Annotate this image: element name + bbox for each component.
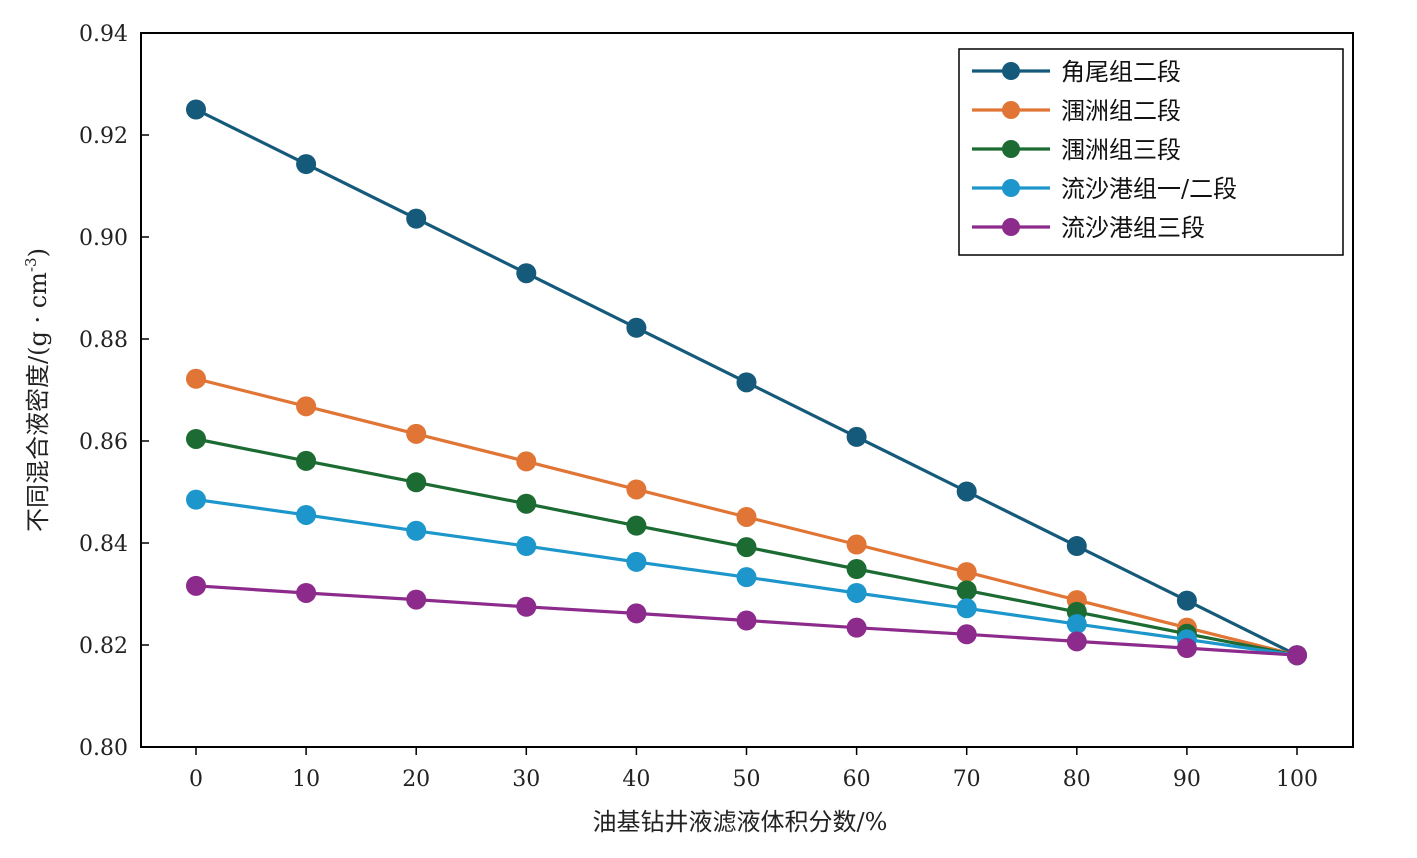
y-tick-label: 0.94 bbox=[79, 22, 128, 47]
y-tick-label: 0.92 bbox=[79, 124, 128, 149]
y-axis-title: 不同混合液密度/(g · cm-3) bbox=[22, 248, 52, 532]
y-tick-label: 0.86 bbox=[79, 430, 128, 455]
legend-marker bbox=[1002, 140, 1020, 158]
data-point bbox=[296, 396, 317, 417]
data-point bbox=[1066, 536, 1087, 557]
legend-label: 角尾组二段 bbox=[1061, 58, 1181, 86]
data-point bbox=[516, 536, 537, 557]
x-tick-label: 80 bbox=[1063, 767, 1091, 792]
data-point bbox=[406, 520, 427, 541]
y-tick-label: 0.82 bbox=[79, 634, 128, 659]
x-axis-title: 油基钻井液滤液体积分数/% bbox=[593, 808, 888, 836]
y-axis-title-main: 不同混合液密度/(g · cm bbox=[24, 272, 52, 532]
legend-marker bbox=[1002, 218, 1020, 236]
legend-label: 流沙港组一/二段 bbox=[1061, 175, 1237, 203]
x-tick-label: 0 bbox=[189, 767, 203, 792]
data-point bbox=[626, 551, 647, 572]
data-point bbox=[186, 368, 206, 389]
y-tick-label: 0.90 bbox=[79, 226, 128, 251]
x-axis: 0 10 20 30 40 50 60 70 80 90 100 bbox=[189, 747, 1318, 792]
data-point bbox=[736, 506, 757, 527]
data-point bbox=[736, 610, 757, 631]
data-point bbox=[516, 493, 537, 514]
data-point bbox=[296, 450, 317, 471]
data-point bbox=[516, 596, 537, 617]
x-tick-label: 10 bbox=[292, 767, 320, 792]
data-point bbox=[956, 562, 977, 583]
data-point bbox=[1066, 614, 1087, 635]
x-tick-label: 20 bbox=[402, 767, 430, 792]
x-tick-label: 30 bbox=[512, 767, 540, 792]
data-point bbox=[846, 534, 867, 555]
data-point bbox=[956, 481, 977, 502]
legend-frame bbox=[958, 48, 1344, 256]
data-point bbox=[626, 479, 647, 500]
data-point bbox=[736, 567, 757, 588]
legend-label: 涠洲组三段 bbox=[1061, 136, 1181, 164]
data-point bbox=[186, 428, 206, 449]
legend-label: 流沙港组三段 bbox=[1061, 214, 1205, 242]
legend-label: 涠洲组二段 bbox=[1061, 97, 1181, 125]
x-tick-label: 50 bbox=[733, 767, 761, 792]
data-point bbox=[186, 489, 206, 510]
legend-marker bbox=[1002, 179, 1020, 197]
legend-marker bbox=[1002, 62, 1020, 80]
data-point bbox=[956, 598, 977, 619]
data-point bbox=[186, 99, 206, 120]
y-tick-label: 0.84 bbox=[79, 532, 128, 557]
data-point bbox=[846, 426, 867, 447]
data-point bbox=[406, 589, 427, 610]
data-point bbox=[1287, 645, 1307, 666]
legend-marker bbox=[1002, 101, 1020, 119]
y-axis-title-end: ) bbox=[24, 248, 52, 257]
x-tick-label: 70 bbox=[953, 767, 981, 792]
data-point bbox=[736, 537, 757, 558]
y-tick-label: 0.88 bbox=[79, 328, 128, 353]
data-point bbox=[956, 624, 977, 645]
data-point bbox=[626, 515, 647, 536]
x-tick-label: 100 bbox=[1276, 767, 1318, 792]
data-point bbox=[626, 317, 647, 338]
y-axis: 0.80 0.82 0.84 0.86 0.88 0.90 0.92 0.94 bbox=[79, 22, 149, 761]
data-point bbox=[846, 617, 867, 638]
x-tick-label: 90 bbox=[1173, 767, 1201, 792]
data-point bbox=[956, 580, 977, 601]
data-point bbox=[406, 472, 427, 493]
data-point bbox=[516, 263, 537, 284]
data-point bbox=[516, 451, 537, 472]
x-tick-label: 60 bbox=[843, 767, 871, 792]
data-point bbox=[296, 154, 317, 175]
data-point bbox=[296, 582, 317, 603]
data-point bbox=[1066, 631, 1087, 652]
y-tick-label: 0.80 bbox=[79, 736, 128, 761]
data-point bbox=[736, 372, 757, 393]
data-point bbox=[1176, 590, 1197, 611]
data-point bbox=[296, 504, 317, 525]
data-point bbox=[1176, 638, 1197, 659]
y-axis-title-superscript: -3 bbox=[22, 257, 40, 272]
data-point bbox=[846, 559, 867, 580]
series-layer bbox=[186, 99, 1307, 666]
data-point bbox=[626, 603, 647, 624]
x-tick-label: 40 bbox=[622, 767, 650, 792]
data-point bbox=[846, 582, 867, 603]
data-point bbox=[406, 208, 427, 229]
data-point bbox=[186, 575, 206, 596]
data-point bbox=[406, 423, 427, 444]
